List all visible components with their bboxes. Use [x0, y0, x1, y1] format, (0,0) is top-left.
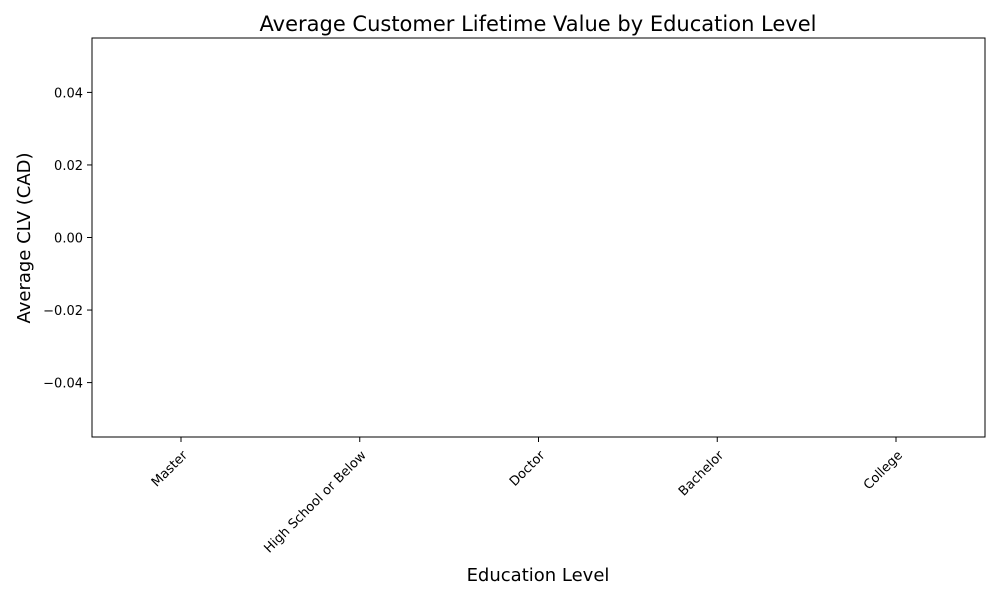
y-axis: 0.04 0.02 0.00 −0.02 −0.04: [43, 86, 92, 392]
y-tick-label: 0.00: [54, 232, 83, 247]
chart-title: Average Customer Lifetime Value by Educa…: [260, 12, 817, 36]
x-tick-label: Doctor: [507, 448, 549, 490]
x-axis-label: Education Level: [467, 565, 610, 586]
x-tick-label: Master: [149, 448, 191, 490]
x-tick-label: High School or Below: [261, 448, 369, 556]
plot-frame: [91, 37, 986, 438]
y-tick-label: 0.04: [54, 86, 83, 101]
x-tick-label: Bachelor: [676, 448, 728, 500]
x-tick-label: College: [861, 448, 906, 493]
y-tick-label: −0.04: [43, 377, 83, 392]
y-tick-label: 0.02: [54, 159, 83, 174]
y-tick-label: −0.02: [43, 304, 83, 319]
y-axis-label: Average CLV (CAD): [14, 152, 35, 323]
x-axis: Master High School or Below Doctor Bachelor…: [149, 437, 906, 556]
